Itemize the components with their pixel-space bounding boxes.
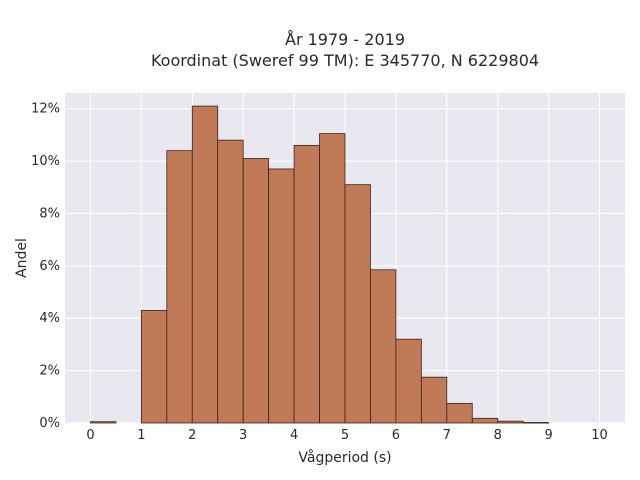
histogram-bar — [319, 133, 346, 424]
histogram-bar — [217, 139, 244, 424]
histogram-bar — [268, 168, 295, 424]
histogram-bar — [293, 144, 320, 424]
chart-title-line1: År 1979 - 2019 — [285, 30, 405, 49]
x-tick-label: 4 — [290, 428, 298, 443]
x-axis-label: Vågperiod (s) — [298, 449, 391, 466]
x-tick-label: 8 — [494, 428, 502, 443]
y-tick-label: 12% — [31, 102, 60, 117]
x-tick-label: 3 — [239, 428, 247, 443]
histogram-bar — [471, 417, 499, 424]
y-axis-label: Andel — [14, 238, 30, 278]
histogram-bar — [446, 402, 473, 424]
histogram-bar — [522, 422, 550, 424]
x-tick-label: 0 — [86, 428, 94, 443]
y-tick-label: 6% — [39, 259, 60, 274]
histogram-bar — [420, 376, 448, 424]
x-tick-label: 7 — [443, 428, 451, 443]
x-tick-label: 5 — [341, 428, 349, 443]
x-tick-label: 1 — [137, 428, 145, 443]
histogram-bar — [242, 158, 270, 424]
chart-title-line2: Koordinat (Sweref 99 TM): E 345770, N 62… — [151, 51, 539, 70]
y-tick-label: 2% — [39, 364, 60, 379]
y-tick-label: 10% — [31, 154, 60, 169]
histogram-bars — [90, 105, 550, 424]
histogram-bar — [166, 150, 193, 424]
y-tick-label: 0% — [39, 416, 60, 431]
x-tick-label: 6 — [392, 428, 400, 443]
histogram-bar — [140, 309, 168, 424]
y-tick-label: 4% — [39, 311, 60, 326]
histogram-bar — [191, 105, 219, 424]
x-tick-label: 10 — [591, 428, 608, 443]
histogram-bar — [395, 338, 422, 424]
histogram-bar — [344, 184, 371, 424]
histogram-bar — [497, 420, 524, 424]
y-axis-ticks: 0% 2% 4% 6% 8% 10% 12% — [31, 102, 60, 431]
x-tick-label: 9 — [544, 428, 552, 443]
histogram-bar — [90, 421, 117, 424]
histogram-bar — [370, 269, 397, 424]
y-tick-label: 8% — [39, 206, 60, 221]
x-tick-label: 2 — [188, 428, 196, 443]
x-axis-ticks: 0 1 2 3 4 5 6 7 8 9 10 — [86, 428, 608, 443]
